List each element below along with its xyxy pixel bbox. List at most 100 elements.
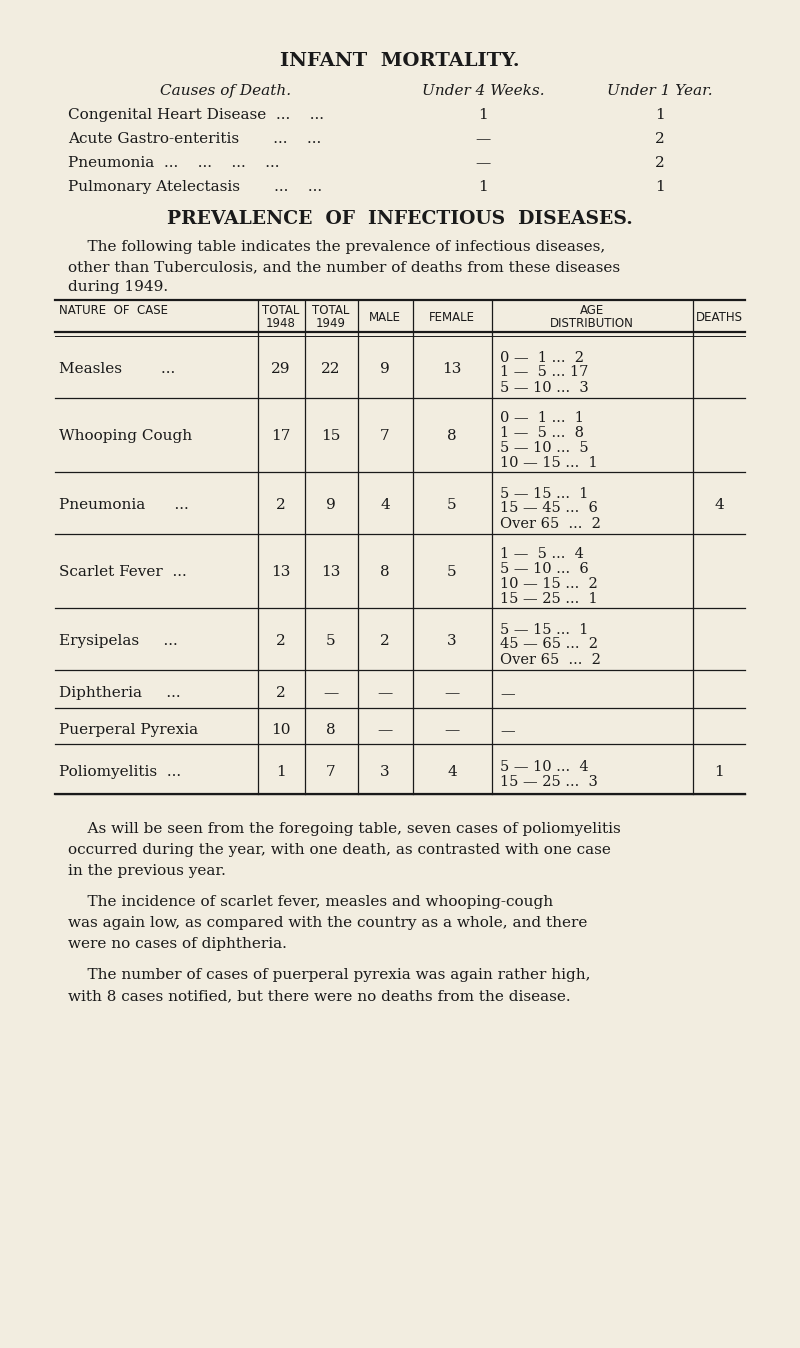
Text: 15: 15 (322, 429, 341, 443)
Text: 1949: 1949 (316, 317, 346, 330)
Text: 0 —  1 ...  2: 0 — 1 ... 2 (500, 350, 584, 364)
Text: 1948: 1948 (266, 317, 296, 330)
Text: —: — (475, 156, 490, 170)
Text: 9: 9 (326, 497, 336, 512)
Text: Erysipelas     ...: Erysipelas ... (59, 634, 178, 648)
Text: 5: 5 (447, 497, 457, 512)
Text: 1: 1 (714, 766, 724, 779)
Text: Causes of Death.: Causes of Death. (160, 84, 291, 98)
Text: PREVALENCE  OF  INFECTIOUS  DISEASES.: PREVALENCE OF INFECTIOUS DISEASES. (167, 210, 633, 228)
Text: Congenital Heart Disease  ...    ...: Congenital Heart Disease ... ... (68, 108, 324, 123)
Text: TOTAL: TOTAL (312, 305, 350, 317)
Text: 1: 1 (655, 181, 665, 194)
Text: 2: 2 (380, 634, 390, 648)
Text: Scarlet Fever  ...: Scarlet Fever ... (59, 565, 186, 580)
Text: 5: 5 (447, 565, 457, 580)
Text: other than Tuberculosis, and the number of deaths from these diseases: other than Tuberculosis, and the number … (68, 260, 620, 274)
Text: Over 65  ...  2: Over 65 ... 2 (500, 652, 601, 666)
Text: 10 — 15 ...  1: 10 — 15 ... 1 (500, 456, 598, 470)
Text: 5: 5 (326, 634, 336, 648)
Text: 8: 8 (380, 565, 390, 580)
Text: 3: 3 (447, 634, 457, 648)
Text: 1: 1 (478, 108, 488, 123)
Text: 5 — 10 ...  3: 5 — 10 ... 3 (500, 380, 589, 395)
Text: 13: 13 (442, 363, 462, 376)
Text: 1 —  5 ...  4: 1 — 5 ... 4 (500, 547, 584, 561)
Text: occurred during the year, with one death, as contrasted with one case: occurred during the year, with one death… (68, 842, 611, 857)
Text: INFANT  MORTALITY.: INFANT MORTALITY. (280, 53, 520, 70)
Text: 15 — 45 ...  6: 15 — 45 ... 6 (500, 501, 598, 515)
Text: 13: 13 (322, 565, 341, 580)
Text: —: — (444, 723, 460, 737)
Text: 4: 4 (714, 497, 724, 512)
Text: 10 — 15 ...  2: 10 — 15 ... 2 (500, 577, 598, 590)
Text: Under 1 Year.: Under 1 Year. (607, 84, 713, 98)
Text: —: — (378, 686, 393, 700)
Text: —: — (323, 686, 338, 700)
Text: FEMALE: FEMALE (429, 311, 475, 324)
Text: 4: 4 (447, 766, 457, 779)
Text: Acute Gastro-enteritis       ...    ...: Acute Gastro-enteritis ... ... (68, 132, 322, 146)
Text: 22: 22 (322, 363, 341, 376)
Text: 4: 4 (380, 497, 390, 512)
Text: 7: 7 (326, 766, 336, 779)
Text: Pulmonary Atelectasis       ...    ...: Pulmonary Atelectasis ... ... (68, 181, 322, 194)
Text: Pneumonia  ...    ...    ...    ...: Pneumonia ... ... ... ... (68, 156, 279, 170)
Text: —: — (475, 132, 490, 146)
Text: 1 —  5 ... 17: 1 — 5 ... 17 (500, 365, 588, 380)
Text: 0 —  1 ...  1: 0 — 1 ... 1 (500, 411, 584, 425)
Text: The number of cases of puerperal pyrexia was again rather high,: The number of cases of puerperal pyrexia… (68, 968, 590, 981)
Text: in the previous year.: in the previous year. (68, 864, 226, 878)
Text: DEATHS: DEATHS (695, 311, 742, 324)
Text: 5 — 10 ...  4: 5 — 10 ... 4 (500, 760, 589, 774)
Text: with 8 cases notified, but there were no deaths from the disease.: with 8 cases notified, but there were no… (68, 989, 570, 1003)
Text: As will be seen from the foregoing table, seven cases of poliomyelitis: As will be seen from the foregoing table… (68, 822, 621, 836)
Text: Under 4 Weeks.: Under 4 Weeks. (422, 84, 544, 98)
Text: during 1949.: during 1949. (68, 280, 168, 294)
Text: The following table indicates the prevalence of infectious diseases,: The following table indicates the preval… (68, 240, 606, 253)
Text: 3: 3 (380, 766, 390, 779)
Text: 45 — 65 ...  2: 45 — 65 ... 2 (500, 638, 598, 651)
Text: 2: 2 (276, 634, 286, 648)
Text: Puerperal Pyrexia: Puerperal Pyrexia (59, 723, 198, 737)
Text: 10: 10 (271, 723, 290, 737)
Text: MALE: MALE (369, 311, 401, 324)
Text: —: — (500, 724, 514, 739)
Text: DISTRIBUTION: DISTRIBUTION (550, 317, 634, 330)
Text: —: — (500, 687, 514, 701)
Text: 2: 2 (276, 497, 286, 512)
Text: 2: 2 (655, 156, 665, 170)
Text: AGE: AGE (580, 305, 604, 317)
Text: 5 — 15 ...  1: 5 — 15 ... 1 (500, 487, 588, 500)
Text: TOTAL: TOTAL (262, 305, 300, 317)
Text: 15 — 25 ...  1: 15 — 25 ... 1 (500, 592, 598, 607)
Text: Diphtheria     ...: Diphtheria ... (59, 686, 181, 700)
Text: —: — (444, 686, 460, 700)
Text: Pneumonia      ...: Pneumonia ... (59, 497, 189, 512)
Text: 5 — 15 ...  1: 5 — 15 ... 1 (500, 623, 588, 636)
Text: Over 65  ...  2: Over 65 ... 2 (500, 516, 601, 531)
Text: 8: 8 (326, 723, 336, 737)
Text: 1 —  5 ...  8: 1 — 5 ... 8 (500, 426, 584, 439)
Text: 13: 13 (271, 565, 290, 580)
Text: 15 — 25 ...  3: 15 — 25 ... 3 (500, 775, 598, 789)
Text: 17: 17 (271, 429, 290, 443)
Text: NATURE  OF  CASE: NATURE OF CASE (59, 305, 168, 317)
Text: Poliomyelitis  ...: Poliomyelitis ... (59, 766, 181, 779)
Text: 29: 29 (271, 363, 290, 376)
Text: 1: 1 (478, 181, 488, 194)
Text: 9: 9 (380, 363, 390, 376)
Text: 2: 2 (276, 686, 286, 700)
Text: 1: 1 (276, 766, 286, 779)
Text: 2: 2 (655, 132, 665, 146)
Text: 5 — 10 ...  5: 5 — 10 ... 5 (500, 441, 589, 456)
Text: was again low, as compared with the country as a whole, and there: was again low, as compared with the coun… (68, 917, 587, 930)
Text: 8: 8 (447, 429, 457, 443)
Text: Whooping Cough: Whooping Cough (59, 429, 192, 443)
Text: The incidence of scarlet fever, measles and whooping-cough: The incidence of scarlet fever, measles … (68, 895, 553, 909)
Text: 7: 7 (380, 429, 390, 443)
Text: 5 — 10 ...  6: 5 — 10 ... 6 (500, 562, 589, 576)
Text: 1: 1 (655, 108, 665, 123)
Text: were no cases of diphtheria.: were no cases of diphtheria. (68, 937, 287, 950)
Text: Measles        ...: Measles ... (59, 363, 175, 376)
